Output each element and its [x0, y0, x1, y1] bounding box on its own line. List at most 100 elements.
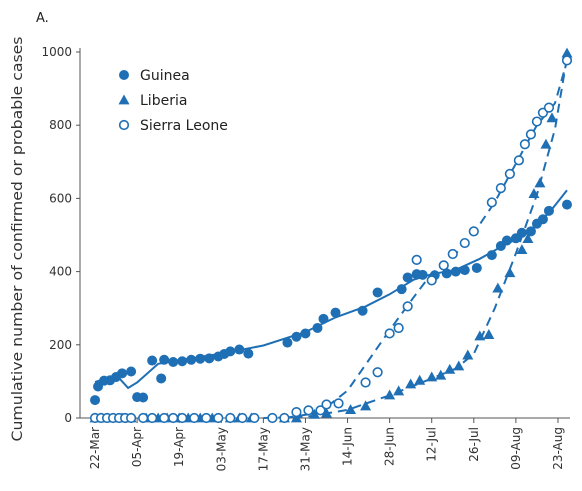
point-sierra-leone: [159, 412, 170, 424]
point-guinea: [147, 355, 158, 366]
point-liberia: [345, 404, 357, 414]
point-guinea: [372, 287, 383, 298]
point-sierra-leone: [402, 301, 413, 312]
point-sierra-leone: [468, 226, 479, 237]
point-guinea: [159, 354, 170, 365]
point-sierra-leone: [393, 322, 404, 334]
point-guinea: [234, 344, 245, 355]
point-liberia: [522, 233, 534, 244]
point-guinea: [450, 266, 461, 277]
point-guinea: [537, 214, 548, 225]
point-guinea: [117, 368, 128, 379]
point-liberia: [504, 267, 516, 278]
point-liberia: [393, 385, 405, 396]
point-sierra-leone: [267, 412, 278, 424]
point-sierra-leone: [225, 412, 236, 424]
point-sierra-leone: [303, 405, 314, 416]
legend-marker-guinea: [119, 70, 129, 80]
point-guinea: [312, 322, 323, 333]
point-guinea: [243, 348, 254, 359]
y-tick-label: 800: [49, 118, 72, 132]
point-guinea: [543, 205, 554, 216]
point-guinea: [204, 353, 215, 364]
point-sierra-leone: [384, 328, 395, 339]
point-sierra-leone: [531, 116, 543, 127]
panel-label: A.: [36, 11, 49, 26]
point-guinea: [138, 392, 149, 403]
point-guinea: [441, 268, 452, 279]
point-liberia: [516, 244, 528, 255]
point-sierra-leone: [561, 55, 573, 66]
point-liberia: [483, 329, 495, 339]
point-liberia: [534, 177, 546, 188]
y-tick-label: 0: [64, 411, 72, 425]
point-liberia: [426, 371, 438, 382]
point-liberia: [492, 282, 504, 293]
x-tick-label: 22-Mar: [88, 427, 102, 469]
point-sierra-leone: [291, 407, 302, 418]
point-sierra-leone: [201, 412, 212, 424]
point-liberia: [561, 47, 573, 58]
point-liberia: [405, 378, 417, 389]
point-sierra-leone: [138, 412, 149, 424]
point-guinea: [225, 346, 236, 357]
x-tick-label: 12-Jul: [425, 427, 439, 462]
point-sierra-leone: [279, 412, 290, 424]
x-tick-label: 19-Apr: [172, 427, 186, 467]
point-liberia: [308, 408, 320, 419]
y-tick-label: 1000: [41, 45, 72, 59]
point-sierra-leone: [447, 248, 458, 260]
x-tick-label: 14-Jun: [341, 427, 355, 466]
point-liberia: [528, 188, 540, 199]
legend-marker-liberia: [118, 94, 130, 105]
point-guinea: [516, 227, 527, 238]
x-tick-label: 26-Jul: [467, 427, 481, 462]
x-tick-label: 23-Aug: [551, 427, 565, 470]
point-liberia: [414, 374, 426, 385]
point-liberia: [462, 349, 474, 360]
point-sierra-leone: [543, 102, 555, 113]
point-guinea: [525, 226, 536, 237]
point-sierra-leone: [438, 260, 449, 271]
point-sierra-leone: [519, 139, 531, 150]
point-guinea: [195, 353, 206, 364]
y-tick-label: 400: [49, 265, 72, 279]
point-sierra-leone: [177, 412, 188, 424]
point-sierra-leone: [486, 197, 497, 208]
legend-label-liberia: Liberia: [140, 93, 187, 109]
point-guinea: [90, 395, 101, 406]
point-guinea: [561, 199, 572, 210]
point-sierra-leone: [360, 377, 371, 388]
x-tick-label: 03-May: [214, 427, 228, 471]
point-sierra-leone: [504, 168, 515, 179]
point-sierra-leone: [321, 399, 332, 410]
point-sierra-leone: [426, 275, 437, 286]
data-points: [89, 47, 573, 424]
legend: Guinea Liberia Sierra Leone: [118, 68, 228, 134]
point-guinea: [396, 284, 407, 295]
point-sierra-leone: [333, 398, 344, 409]
legend-marker-sierra-leone: [118, 119, 130, 131]
point-sierra-leone: [237, 412, 248, 424]
x-tick-label: 09-Aug: [509, 427, 523, 470]
point-guinea: [486, 250, 497, 261]
point-liberia: [474, 330, 486, 341]
legend-label-guinea: Guinea: [140, 68, 190, 84]
point-liberia: [384, 389, 396, 400]
x-tick-label: 28-Jun: [383, 427, 397, 466]
point-guinea: [402, 272, 413, 283]
point-liberia: [321, 407, 333, 418]
point-sierra-leone: [513, 155, 524, 166]
point-liberia: [290, 412, 302, 423]
point-guinea: [330, 307, 341, 318]
point-sierra-leone: [411, 254, 422, 265]
point-guinea: [282, 337, 293, 348]
point-liberia: [540, 138, 552, 149]
y-tick-label: 600: [49, 191, 72, 205]
point-sierra-leone: [189, 412, 200, 424]
point-guinea: [177, 356, 188, 367]
point-guinea: [318, 313, 329, 324]
x-tick-label: 17-May: [256, 427, 270, 471]
point-sierra-leone: [249, 412, 260, 424]
point-guinea: [459, 265, 470, 276]
